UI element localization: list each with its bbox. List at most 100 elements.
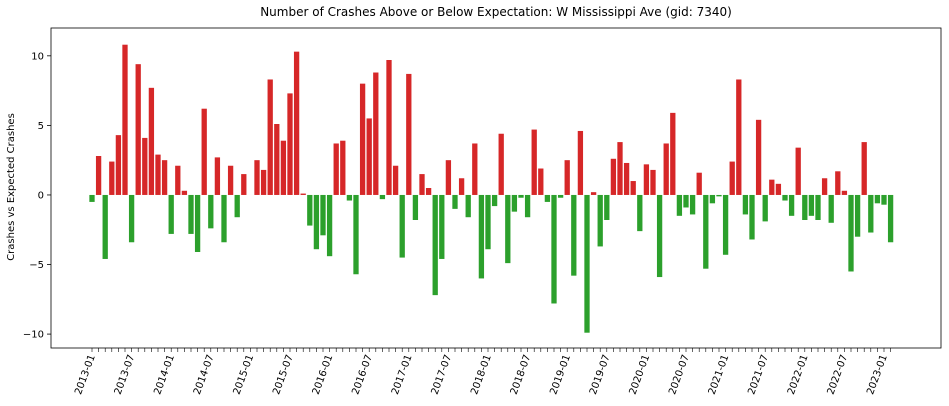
y-tick-label: −5 <box>29 260 44 271</box>
bar <box>260 169 267 195</box>
bar <box>95 156 102 195</box>
bar <box>175 165 181 195</box>
bar <box>201 108 207 195</box>
y-tick-label: 5 <box>38 121 44 132</box>
y-tick-label: 0 <box>38 190 44 201</box>
x-tick-label: 2021-01 <box>707 353 732 396</box>
bar <box>320 194 326 236</box>
chart-title: Number of Crashes Above or Below Expecta… <box>260 5 732 19</box>
bar <box>854 194 861 237</box>
x-tick-label: 2015-07 <box>271 353 296 396</box>
bar <box>221 194 227 243</box>
bar <box>788 194 795 216</box>
bar <box>722 194 729 255</box>
bar <box>841 190 848 195</box>
x-tick-label: 2020-07 <box>667 353 692 396</box>
x-tick-label: 2023-01 <box>865 353 890 396</box>
bar <box>590 192 597 195</box>
bar <box>782 194 788 201</box>
bar <box>689 194 696 215</box>
y-axis: −10 −5 0 5 10 <box>23 51 51 341</box>
bar <box>412 194 419 220</box>
x-tick-label: 2022-07 <box>826 353 851 396</box>
y-tick-label: −10 <box>23 330 44 341</box>
bar <box>742 194 749 215</box>
bar <box>874 194 881 204</box>
bar <box>280 140 287 195</box>
bar <box>340 140 346 195</box>
bar <box>168 194 174 234</box>
bar <box>373 72 379 195</box>
bar <box>848 194 854 272</box>
x-tick-label: 2013-07 <box>113 353 138 396</box>
bar <box>188 194 194 234</box>
bar <box>518 194 524 198</box>
bar <box>485 194 491 250</box>
bar <box>623 162 630 195</box>
bar <box>313 194 320 250</box>
bar <box>676 194 683 216</box>
x-tick-label: 2017-07 <box>430 353 455 396</box>
bar <box>155 154 161 195</box>
bar <box>109 161 115 195</box>
bar <box>161 160 168 195</box>
bar <box>458 178 465 195</box>
bar <box>353 194 359 275</box>
bar <box>472 143 478 195</box>
bar <box>703 194 709 269</box>
bar <box>538 168 544 195</box>
bar <box>227 165 234 195</box>
x-tick-label: 2020-01 <box>628 353 653 396</box>
bar <box>670 112 676 195</box>
bar <box>696 172 702 195</box>
bar <box>326 194 333 257</box>
x-tick-label: 2019-07 <box>588 353 613 396</box>
bar <box>868 194 874 233</box>
bar <box>293 51 300 195</box>
bar <box>637 194 643 232</box>
bar <box>478 194 485 279</box>
bar <box>386 60 392 195</box>
bar <box>452 194 458 209</box>
x-tick-label: 2019-01 <box>548 353 573 396</box>
bar <box>406 73 412 195</box>
bar <box>716 194 722 197</box>
x-tick-label: 2013-01 <box>73 353 98 396</box>
x-tick-label: 2014-01 <box>152 353 177 396</box>
bar <box>656 194 663 278</box>
bar <box>736 79 742 195</box>
bar <box>524 194 531 218</box>
bar <box>729 161 735 195</box>
bar <box>531 129 537 195</box>
x-tick-label: 2021-07 <box>746 353 771 396</box>
x-tick-label: 2015-01 <box>232 353 257 396</box>
bar <box>432 194 438 296</box>
bar <box>498 133 504 195</box>
bar <box>775 183 782 195</box>
bar <box>194 194 201 252</box>
bar <box>366 118 372 195</box>
bar <box>214 157 221 195</box>
bar <box>571 194 577 276</box>
bar <box>307 194 313 226</box>
bar <box>584 194 590 333</box>
bar <box>821 178 828 195</box>
bar <box>835 171 841 195</box>
x-tick-label: 2016-07 <box>350 353 375 396</box>
bar <box>135 64 141 195</box>
bar <box>887 194 894 243</box>
bar <box>208 194 214 229</box>
bar <box>333 143 339 195</box>
bar <box>709 194 716 204</box>
bar <box>241 174 247 195</box>
x-tick-label: 2018-01 <box>469 353 494 396</box>
bar <box>881 194 887 205</box>
bar <box>802 194 808 220</box>
bar <box>663 143 669 195</box>
y-tick-label: 10 <box>31 51 44 62</box>
bar <box>274 124 280 195</box>
plot-frame <box>50 27 942 349</box>
bar <box>511 194 518 212</box>
bar <box>300 193 306 195</box>
